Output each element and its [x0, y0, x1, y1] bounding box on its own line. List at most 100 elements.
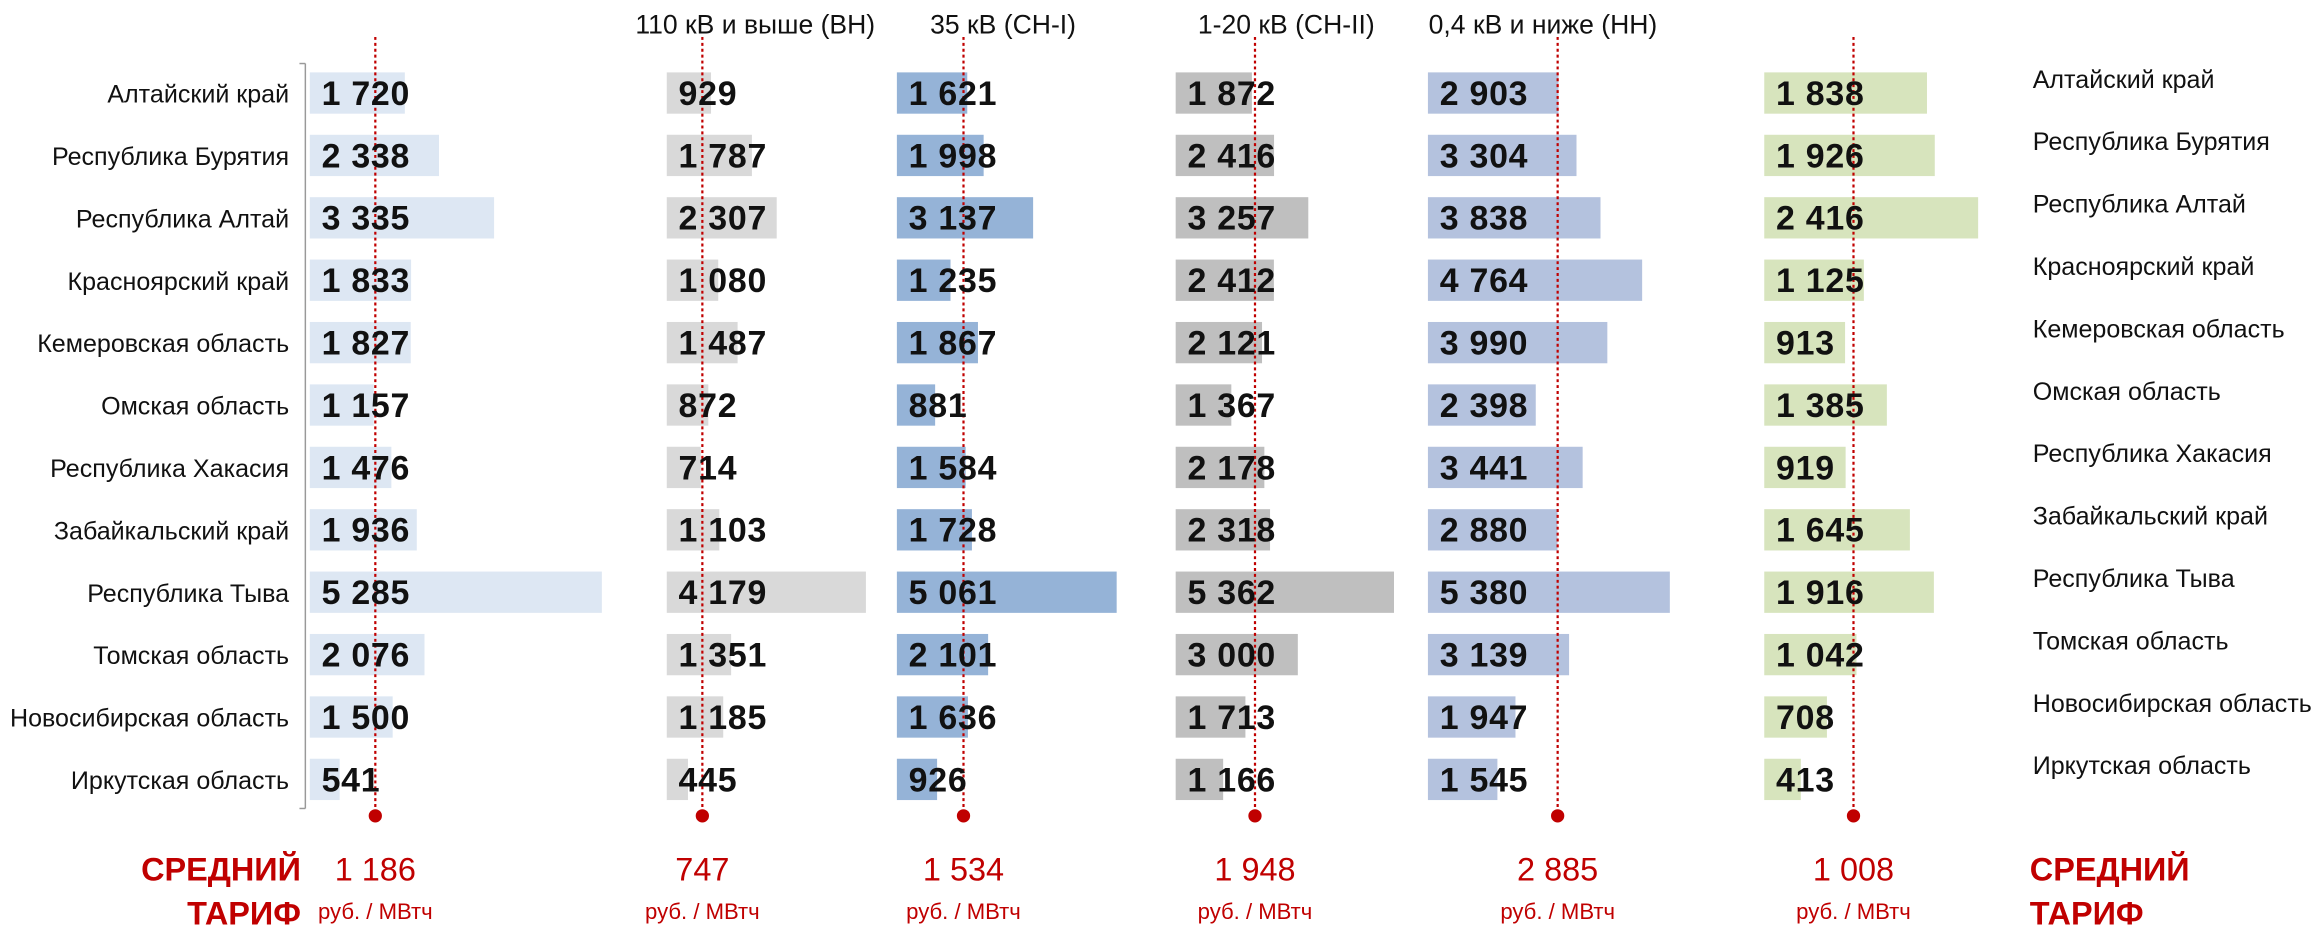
category-label: Красноярский край — [68, 268, 290, 296]
value-label: 3 838 — [1440, 200, 1529, 238]
value-label: 1 827 — [322, 325, 411, 363]
category-label: Республика Тыва — [87, 580, 289, 608]
value-label: 1 385 — [1776, 387, 1865, 425]
value-label: 1 351 — [679, 637, 768, 675]
category-label: Иркутская область — [2033, 752, 2251, 780]
average-caption: ТАРИФ — [187, 896, 301, 931]
bar — [1175, 259, 1274, 301]
value-label: 1 916 — [1776, 574, 1865, 612]
bar — [1175, 134, 1275, 177]
mean-label: 1 186 — [335, 851, 416, 887]
bar — [1764, 321, 1846, 364]
value-label: 3 257 — [1187, 200, 1276, 238]
value-label: 1 157 — [322, 387, 411, 425]
value-label: 913 — [1776, 325, 1835, 363]
category-label: Алтайский край — [2033, 66, 2215, 94]
value-label: 5 362 — [1187, 574, 1276, 612]
mean-label: 1 534 — [923, 851, 1004, 887]
value-label: 1 235 — [909, 262, 998, 300]
bar — [309, 758, 340, 801]
panel-title: 35 кВ (СН-I) — [930, 10, 1076, 40]
value-label: 1 500 — [322, 699, 411, 737]
bar — [666, 72, 712, 114]
value-label: 2 338 — [322, 137, 411, 175]
category-label: Республика Алтай — [2033, 191, 2246, 219]
value-label: 4 764 — [1440, 262, 1529, 300]
category-label: Омская область — [101, 393, 289, 421]
value-label: 3 335 — [322, 200, 411, 238]
bar — [309, 72, 405, 114]
value-label: 881 — [909, 387, 968, 425]
value-label: 2 178 — [1187, 449, 1276, 487]
bar — [1764, 384, 1887, 426]
average-caption: ТАРИФ — [2030, 896, 2144, 931]
category-label: Новосибирская область — [2033, 690, 2312, 718]
bar — [896, 134, 984, 177]
mean-unit: руб. / МВтч — [906, 899, 1021, 924]
bar — [666, 446, 701, 489]
bar — [1764, 197, 1979, 239]
bar — [1764, 758, 1801, 801]
value-label: 1 185 — [679, 699, 768, 737]
bar — [309, 259, 412, 301]
value-label: 1 947 — [1440, 699, 1529, 737]
value-label: 929 — [679, 75, 738, 113]
bar — [1427, 571, 1670, 613]
value-label: 3 000 — [1187, 637, 1276, 675]
bar — [1175, 321, 1263, 364]
bar — [1427, 134, 1577, 177]
value-label: 2 416 — [1187, 137, 1276, 175]
value-label: 1 584 — [909, 449, 998, 487]
bar — [1427, 72, 1559, 114]
category-label: Республика Бурятия — [52, 143, 289, 171]
category-label: Иркутская область — [71, 767, 289, 795]
value-label: 1 713 — [1187, 699, 1276, 737]
bar — [1427, 321, 1608, 364]
average-caption: СРЕДНИЙ — [2030, 849, 2190, 887]
category-label: Новосибирская область — [10, 705, 289, 733]
bar — [309, 696, 393, 738]
mean-dot — [1846, 809, 1861, 823]
mean-dot — [1551, 809, 1565, 823]
value-label: 1 367 — [1187, 387, 1276, 425]
category-label: Красноярский край — [2033, 253, 2255, 281]
bar — [1427, 509, 1558, 551]
average-caption: СРЕДНИЙ — [141, 849, 301, 887]
bar — [1427, 633, 1570, 676]
value-label: 3 990 — [1440, 325, 1529, 363]
bar — [1764, 633, 1857, 676]
value-label: 3 304 — [1440, 137, 1529, 175]
mean-unit: руб. / МВтч — [1198, 899, 1313, 924]
mean-label: 1 008 — [1813, 851, 1894, 887]
mean-dot — [368, 809, 382, 823]
bar — [666, 696, 724, 738]
category-label: Республика Бурятия — [2033, 128, 2270, 156]
value-label: 2 416 — [1776, 200, 1865, 238]
bar — [1175, 696, 1246, 738]
value-label: 1 476 — [322, 449, 411, 487]
category-label: Забайкальский край — [2033, 503, 2268, 531]
value-label: 2 880 — [1440, 512, 1529, 550]
value-label: 1 125 — [1776, 262, 1865, 300]
bar — [896, 446, 966, 489]
bar — [1764, 134, 1935, 177]
bar — [309, 384, 374, 426]
mean-dot — [1248, 809, 1262, 823]
value-label: 1 728 — [909, 512, 998, 550]
bar — [1764, 446, 1846, 489]
bar — [896, 571, 1117, 613]
value-label: 708 — [1776, 699, 1835, 737]
value-label: 714 — [679, 449, 738, 487]
value-label: 1 080 — [679, 262, 768, 300]
value-label: 3 137 — [909, 200, 998, 238]
bar — [1175, 384, 1232, 426]
value-label: 1 645 — [1776, 512, 1865, 550]
category-label: Омская область — [2033, 378, 2221, 406]
category-label: Томская область — [2033, 627, 2229, 655]
bar — [896, 633, 989, 676]
bar — [1175, 72, 1252, 114]
bar — [1175, 571, 1394, 613]
bar — [1427, 758, 1498, 801]
value-label: 919 — [1776, 449, 1835, 487]
